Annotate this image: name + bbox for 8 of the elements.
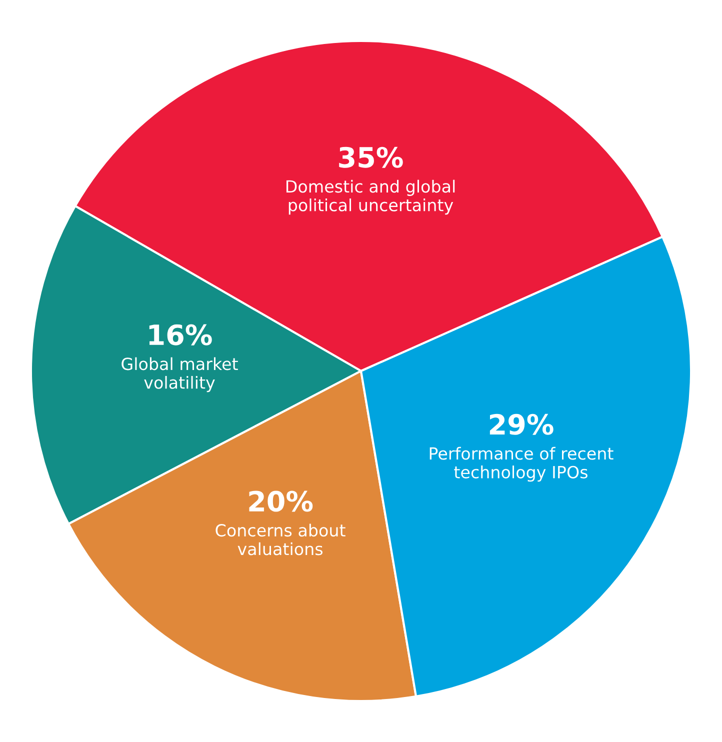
data-label: 20% bbox=[249, 490, 313, 512]
data-label: 16% bbox=[149, 324, 212, 346]
slice-label: Domestic and global political uncertainty bbox=[286, 180, 455, 215]
data-label: 29% bbox=[490, 414, 554, 435]
slice-label: Performance of recent technology IPOs bbox=[430, 446, 614, 482]
slice-label: Concerns about valuations bbox=[216, 524, 346, 556]
data-label: 35% bbox=[339, 146, 403, 168]
slice-label: Global market volatility bbox=[122, 357, 238, 392]
